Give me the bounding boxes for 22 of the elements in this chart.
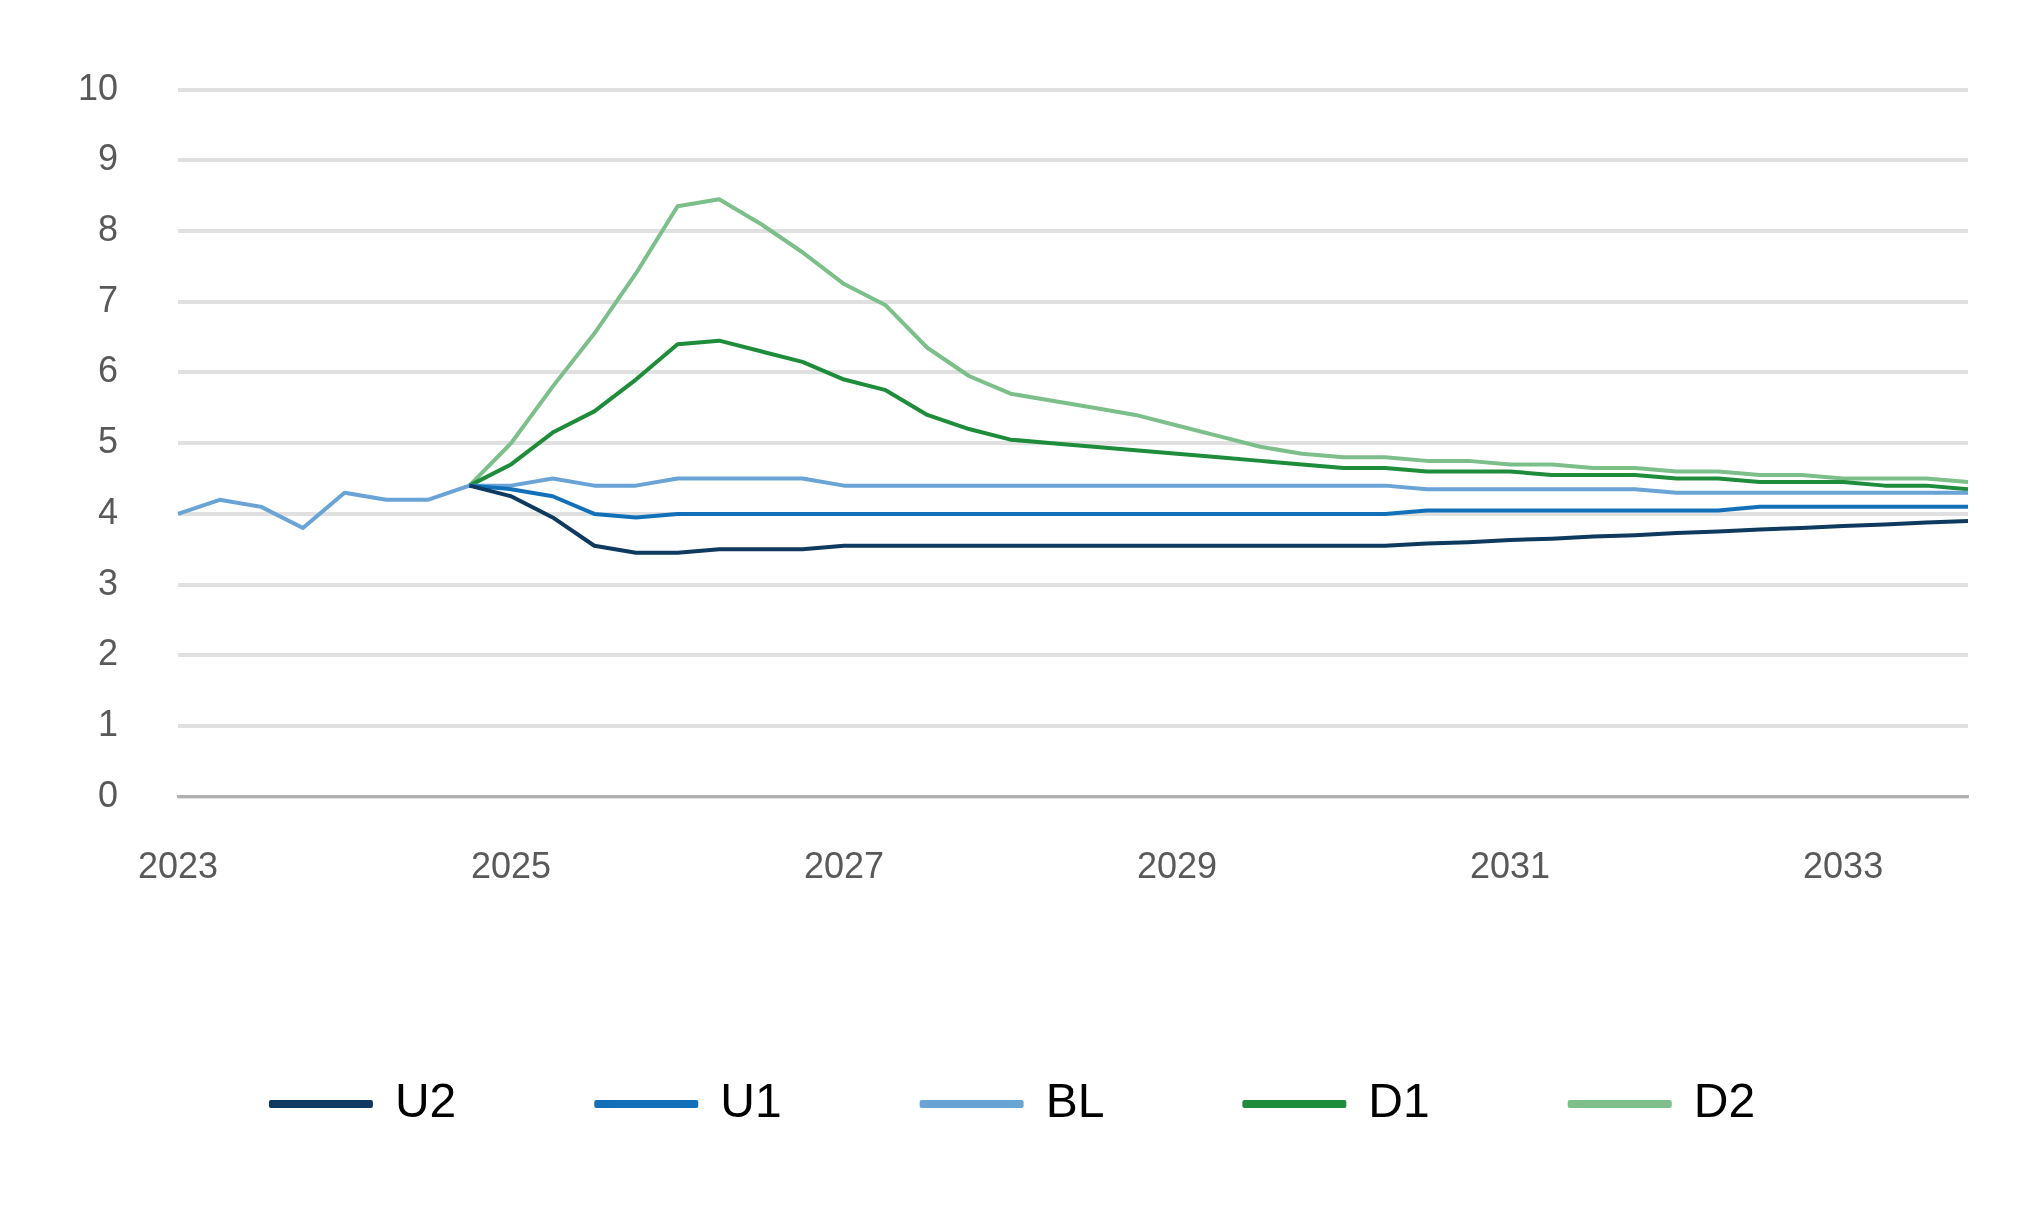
y-tick-label: 1 <box>98 703 119 744</box>
x-tick-label: 2023 <box>138 845 219 887</box>
legend-label: U2 <box>394 1074 457 1128</box>
y-tick-label: 8 <box>98 207 119 249</box>
y-tick-label: 5 <box>98 420 119 462</box>
y-tick-label: 0 <box>98 773 119 815</box>
x-tick-label: 2027 <box>804 845 885 887</box>
y-tick-label: 6 <box>98 349 119 391</box>
x-tick-label: 2029 <box>1137 845 1218 887</box>
legend-label: U1 <box>720 1074 782 1128</box>
y-tick-label: 10 <box>78 66 119 108</box>
legend-label: D2 <box>1693 1074 1756 1128</box>
x-tick-label: 2031 <box>1470 845 1551 887</box>
y-tick-label: 9 <box>98 137 119 179</box>
legend-label: BL <box>1045 1074 1105 1128</box>
x-tick-label: 2025 <box>471 845 552 887</box>
x-tick-label: 2033 <box>1803 845 1884 887</box>
y-tick-label: 4 <box>98 490 119 532</box>
y-tick-label: 3 <box>98 561 119 603</box>
y-tick-label: 2 <box>98 632 119 674</box>
legend-label: D1 <box>1368 1074 1430 1128</box>
y-tick-label: 7 <box>98 278 119 320</box>
